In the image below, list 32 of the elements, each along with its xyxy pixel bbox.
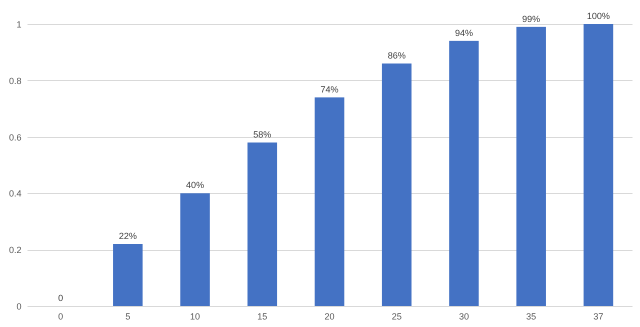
x-tick-label: 20 <box>324 312 335 322</box>
y-tick-label: 0.2 <box>8 245 22 256</box>
data-label: 40% <box>186 180 204 190</box>
y-tick-label: 1 <box>16 20 22 30</box>
data-label: 74% <box>320 84 339 94</box>
data-label: 99% <box>522 14 540 24</box>
bar <box>382 63 412 306</box>
x-tick-label: 37 <box>593 312 604 322</box>
data-label: 86% <box>388 50 406 60</box>
bar <box>113 244 143 306</box>
y-tick-label: 0.6 <box>8 132 22 142</box>
bar <box>247 142 278 306</box>
x-tick-label: 35 <box>526 312 536 322</box>
x-tick-label: 30 <box>458 312 469 322</box>
x-tick-label: 10 <box>190 312 200 322</box>
data-label: 100% <box>586 11 610 21</box>
bar <box>516 26 546 306</box>
bar <box>180 193 210 306</box>
data-label: 94% <box>454 28 473 38</box>
bar <box>314 97 344 306</box>
x-tick-label: 5 <box>125 312 130 322</box>
data-label: 58% <box>253 129 272 140</box>
x-tick-label: 25 <box>392 312 402 322</box>
y-tick-label: 0.8 <box>8 76 22 86</box>
y-tick-label: 0.4 <box>8 188 22 199</box>
x-tick-label: 15 <box>257 312 268 322</box>
y-tick-label: 0 <box>16 302 22 312</box>
data-label: 22% <box>118 230 137 241</box>
x-tick-label: 0 <box>58 312 64 322</box>
bar <box>449 40 479 306</box>
bar <box>584 24 614 306</box>
data-label: 0 <box>58 293 64 303</box>
